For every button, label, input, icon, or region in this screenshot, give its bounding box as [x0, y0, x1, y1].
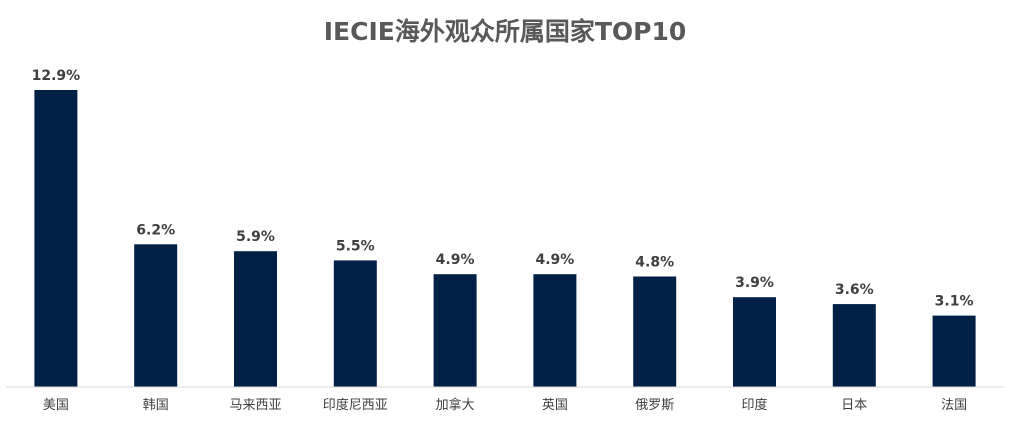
data-label-7: 3.9%	[735, 275, 774, 291]
x-tick-label-3: 印度尼西亚	[323, 397, 388, 413]
data-labels-group: 12.9% 6.2% 5.9% 5.5% 4.9% 4.9% 4.8% 3.9% 3.6% 3.1…	[32, 68, 974, 310]
x-tick-label-7: 印度	[741, 397, 767, 413]
data-label-5: 4.9%	[535, 252, 574, 268]
data-label-8: 3.6%	[835, 282, 874, 298]
data-label-4: 4.9%	[436, 252, 475, 268]
bar-2	[234, 251, 277, 387]
x-tick-label-5: 英国	[542, 398, 568, 413]
data-label-3: 5.5%	[336, 238, 375, 254]
x-tick-label-2: 马来西亚	[229, 398, 281, 413]
bar-6	[633, 276, 677, 387]
bar-8	[832, 304, 876, 387]
x-tick-label-1: 韩国	[143, 398, 169, 413]
bar-7	[733, 297, 776, 387]
bar-4	[433, 274, 477, 387]
x-tick-label-0: 美国	[43, 398, 69, 413]
data-label-1: 6.2%	[136, 222, 175, 238]
bar-9	[932, 315, 976, 387]
bar-0	[34, 90, 78, 387]
data-label-0: 12.9%	[32, 68, 81, 84]
bars-group	[34, 90, 976, 387]
data-label-6: 4.8%	[635, 255, 674, 271]
data-label-2: 5.9%	[236, 229, 275, 245]
x-tick-label-9: 法国	[941, 398, 967, 413]
data-label-9: 3.1%	[935, 294, 974, 310]
x-tick-label-4: 加拿大	[436, 397, 475, 413]
bar-5	[533, 274, 577, 387]
chart-title: IECIE海外观众所属国家TOP10	[324, 17, 687, 46]
x-tick-labels-group: 美国 韩国 马来西亚 印度尼西亚 加拿大 英国 俄罗斯 印度 日本 法国	[43, 397, 967, 413]
bar-3	[333, 260, 377, 387]
x-tick-label-6: 俄罗斯	[635, 398, 674, 413]
x-tick-label-8: 日本	[841, 398, 867, 413]
bar-1	[134, 244, 178, 387]
